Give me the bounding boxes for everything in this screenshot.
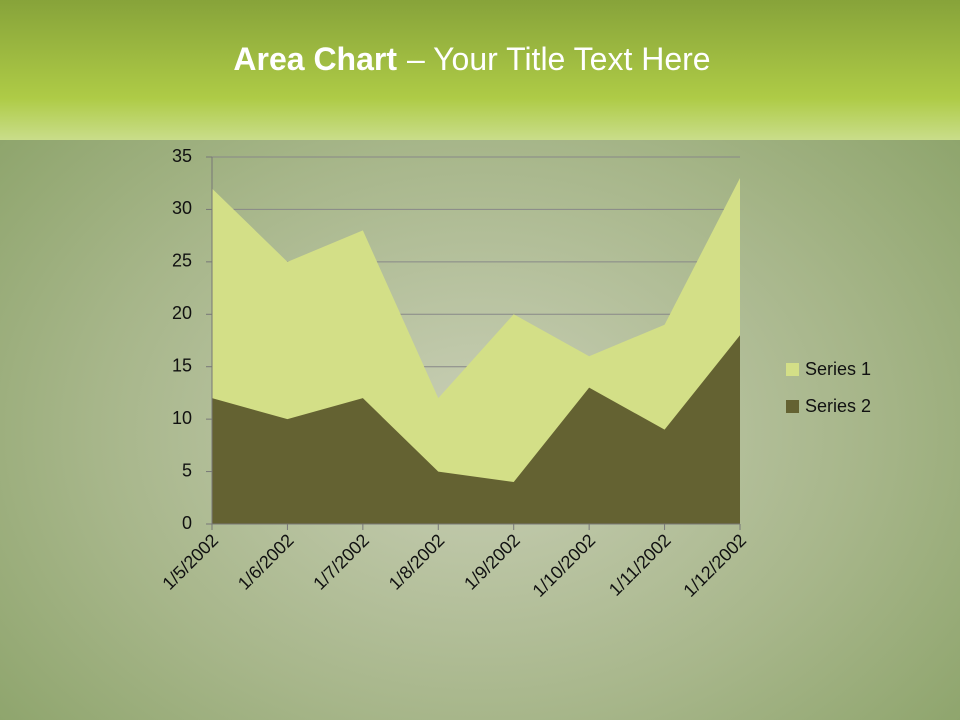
y-tick-label: 20 [172,303,192,323]
y-tick-label: 15 [172,355,192,375]
legend-label: Series 2 [805,396,871,416]
y-tick-label: 35 [172,146,192,166]
y-tick-label: 25 [172,251,192,271]
title-band [0,0,960,140]
legend-swatch [786,363,799,376]
title-bold: Area Chart [233,41,397,77]
legend-swatch [786,400,799,413]
legend-label: Series 1 [805,359,871,379]
y-tick-label: 30 [172,198,192,218]
area [212,335,740,524]
slide-title: Area Chart – Your Title Text Here [233,41,710,77]
title-rest: – Your Title Text Here [407,41,711,77]
y-tick-label: 10 [172,408,192,428]
y-tick-label: 5 [182,460,192,480]
y-tick-label: 0 [182,513,192,533]
